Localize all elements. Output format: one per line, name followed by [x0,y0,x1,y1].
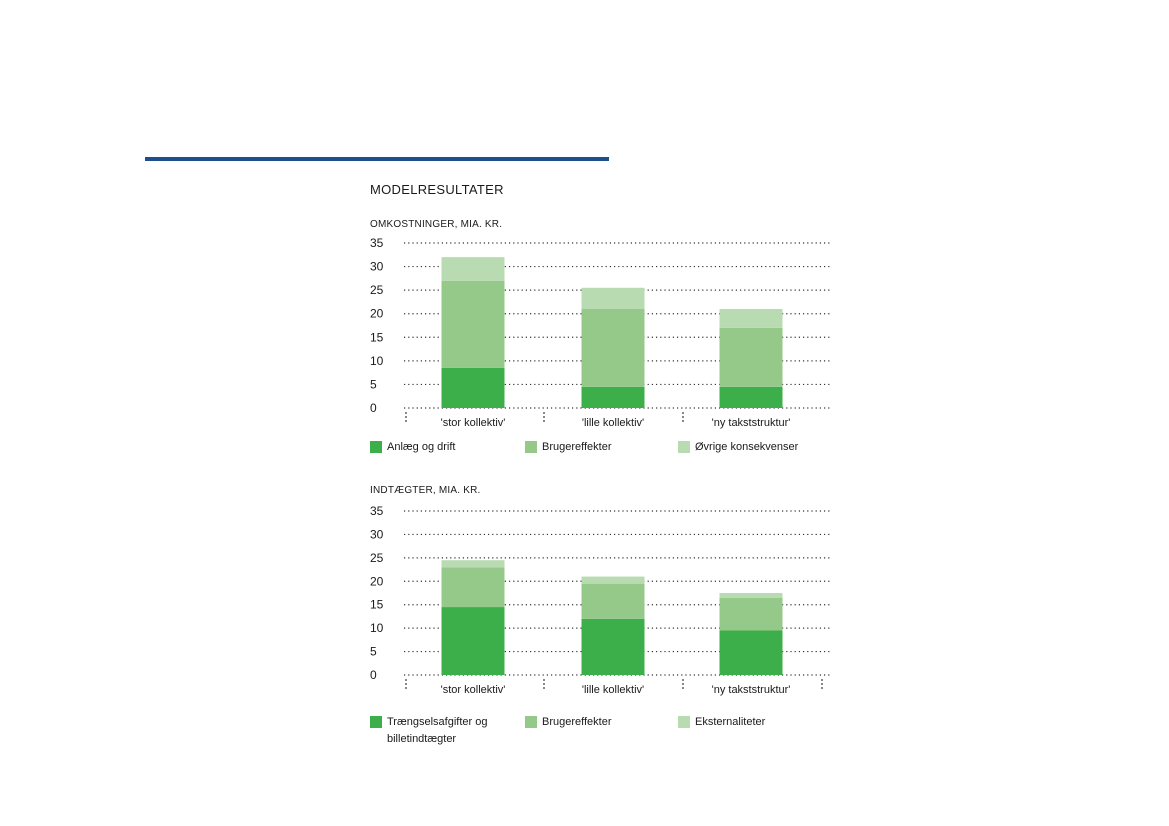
y-tick-label: 30 [370,527,384,541]
legend-item: Trængselsafgifter og billetindtægter [370,716,495,748]
y-tick-label: 20 [370,307,384,321]
costs-chart: 0 5 10 15 20 25 30 35 'stor kollektiv' 'lille kol… [370,236,830,429]
bar-segment [581,583,645,619]
y-tick-label: 15 [370,330,384,344]
separator-dot [405,420,407,422]
title-rule [145,157,609,161]
legend-swatch [525,441,537,453]
category-label: 'lille kollektiv' [582,684,644,696]
y-tick-label: 35 [370,236,384,250]
bar-segment [441,567,505,608]
category-label: 'ny takststruktur' [712,684,791,696]
legend-label: Anlæg og drift [387,441,456,453]
y-tick-label: 30 [370,260,384,274]
category-label: 'stor kollektiv' [441,684,506,696]
separator-dot [821,679,823,681]
bar-segment [719,386,783,408]
separator-dot [543,679,545,681]
bar-segment [581,618,645,675]
costs-chart-label: OMKOSTNINGER, MIA. KR. [370,219,503,230]
bar-segment [719,597,783,631]
bar-segment [581,386,645,408]
separator-dot [405,679,407,681]
legend-item: Eksternaliteter [678,716,765,731]
separator-dot [682,420,684,422]
legend-item: Øvrige konsekvenser [678,441,798,456]
legend-label: Eksternaliteter [695,716,766,728]
separator-dot [682,679,684,681]
legend-swatch [525,716,537,728]
legend-label: Øvrige konsekvenser [695,441,799,453]
bar-segment [719,309,783,328]
bar-segment [441,367,505,408]
bar-segment [441,607,505,675]
separator-dot [682,412,684,414]
legend-item: Brugereffekter [525,441,612,456]
legend-swatch [370,716,382,728]
separator-dot [405,687,407,689]
bar-segment [581,287,645,309]
legend-item: Anlæg og drift [370,441,455,456]
separator-dot [405,416,407,418]
legend-label: Trængselsafgifter og billetindtægter [387,716,488,745]
bar-segment [719,593,783,598]
separator-dot [405,412,407,414]
category-label: 'lille kollektiv' [582,417,644,429]
y-tick-label: 0 [370,668,377,682]
y-tick-label: 25 [370,551,384,565]
y-tick-label: 5 [370,645,377,659]
revenue-chart: 0 5 10 15 20 25 30 35 'stor kollektiv' 'lille kol… [370,504,830,696]
y-tick-label: 0 [370,401,377,415]
y-tick-label: 25 [370,283,384,297]
bar-segment [441,560,505,568]
separator-dot [821,687,823,689]
legend-swatch [678,716,690,728]
bar-segment [581,309,645,387]
legend-swatch [678,441,690,453]
y-tick-label: 20 [370,574,384,588]
separator-dot [543,683,545,685]
legend-swatch [370,441,382,453]
separator-dot [682,683,684,685]
y-tick-label: 10 [370,354,384,368]
costs-legend: Anlæg og drift Brugereffekter Øvrige kon… [370,441,840,481]
section-title: MODELRESULTATER [370,182,504,197]
y-tick-label: 5 [370,377,377,391]
revenue-chart-label: INDTÆGTER, MIA. KR. [370,485,481,496]
separator-dot [682,416,684,418]
y-tick-label: 35 [370,504,384,518]
y-tick-label: 10 [370,621,384,635]
legend-item: Brugereffekter [525,716,612,731]
bar-segment [441,257,505,281]
separator-dot [821,683,823,685]
legend-label: Brugereffekter [542,716,612,728]
category-label: 'ny takststruktur' [712,417,791,429]
separator-dot [682,687,684,689]
category-label: 'stor kollektiv' [441,417,506,429]
separator-dot [405,683,407,685]
separator-dot [543,420,545,422]
bar-segment [581,576,645,584]
revenue-legend: Trængselsafgifter og billetindtægter Bru… [370,716,840,756]
y-tick-label: 15 [370,598,384,612]
bar-segment [719,630,783,675]
bar-segment [441,280,505,368]
separator-dot [543,687,545,689]
legend-label: Brugereffekter [542,441,612,453]
bar-segment [719,327,783,387]
separator-dot [543,416,545,418]
separator-dot [543,412,545,414]
